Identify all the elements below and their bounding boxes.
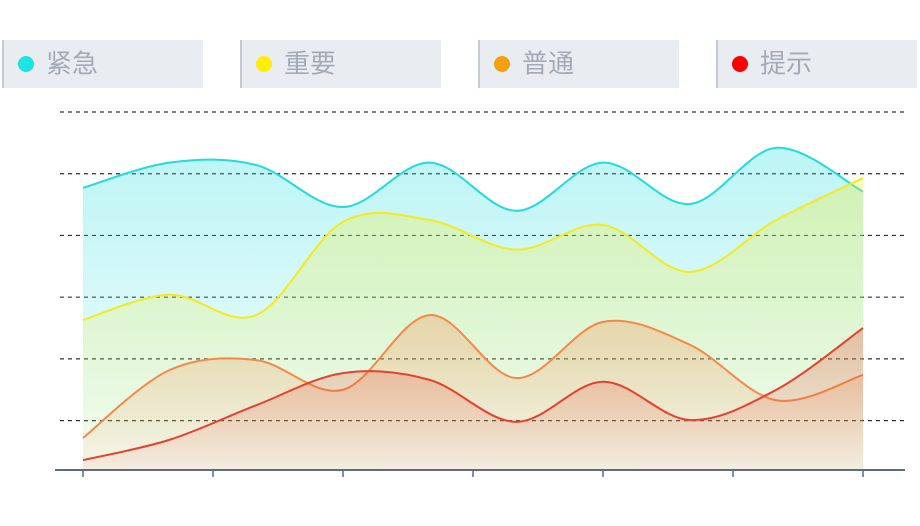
legend-dot: [256, 56, 272, 72]
legend-label: 普通: [522, 50, 574, 80]
legend-label: 紧急: [46, 50, 98, 80]
legend-edge: [240, 40, 242, 88]
legend-box: [478, 40, 679, 88]
line: [82, 146, 864, 212]
legend-edge: [478, 40, 480, 88]
legend-box: [240, 40, 441, 88]
legend-dot: [494, 56, 510, 72]
line: [82, 177, 864, 321]
area: [83, 328, 863, 470]
legend-edge: [2, 40, 4, 88]
legend-dot: [18, 56, 34, 72]
legend-dot: [732, 56, 748, 72]
legend-label: 提示: [760, 50, 812, 80]
legend-label: 重要: [284, 50, 336, 80]
line: [82, 314, 864, 439]
line: [82, 327, 864, 462]
legend-box: [2, 40, 203, 88]
legend-box: [716, 40, 917, 88]
legend-edge: [716, 40, 718, 88]
